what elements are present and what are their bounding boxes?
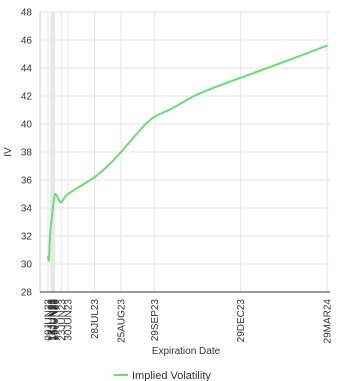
series-line-implied-volatility[interactable] <box>47 44 328 262</box>
y-tick-label: 48 <box>21 8 33 19</box>
x-tick-label: 29MAR24 <box>323 299 334 344</box>
y-tick-label: 36 <box>21 176 33 187</box>
y-axis-title: IV <box>3 147 14 157</box>
grid-layer <box>40 11 330 293</box>
x-axis-title: Expiration Date <box>152 346 221 357</box>
x-tick-label: 28JUL23 <box>90 299 101 339</box>
y-tick-label: 34 <box>21 204 33 215</box>
y-tick-label: 38 <box>21 148 33 159</box>
x-tick-label: 09JUN23 <box>44 299 55 341</box>
x-tick-label: 29SEP23 <box>150 299 161 342</box>
y-tick-label: 30 <box>21 260 33 271</box>
y-tick-label: 32 <box>21 232 33 243</box>
x-tick-label: 12JUN23 <box>46 299 57 341</box>
y-tick-label: 44 <box>21 64 33 75</box>
series-layer <box>47 44 328 262</box>
y-tick-label: 46 <box>21 36 33 47</box>
y-tick-label: 40 <box>21 120 33 131</box>
x-tick-label: 16JUN23 <box>50 299 61 341</box>
x-tick-label: 29DEC23 <box>236 299 247 343</box>
x-tick-label: 30JUN23 <box>63 299 74 341</box>
x-tick-label: 14JUN23 <box>48 299 59 341</box>
legend[interactable]: Implied Volatility <box>114 370 211 381</box>
label-layer: 28 30 32 34 36 38 40 42 44 46 48 09JUN2312JUN2313JU… <box>21 8 334 344</box>
axis-layer <box>39 12 330 293</box>
x-tick-label: 15JUN23 <box>49 299 60 341</box>
x-tick-label: 25AUG23 <box>117 299 128 343</box>
legend-label[interactable]: Implied Volatility <box>132 370 211 381</box>
y-tick-label: 28 <box>21 288 33 299</box>
y-tick-label: 42 <box>21 92 33 103</box>
x-tick-label: 13JUN23 <box>47 299 58 341</box>
x-tick-label: 23JUN23 <box>57 299 68 341</box>
